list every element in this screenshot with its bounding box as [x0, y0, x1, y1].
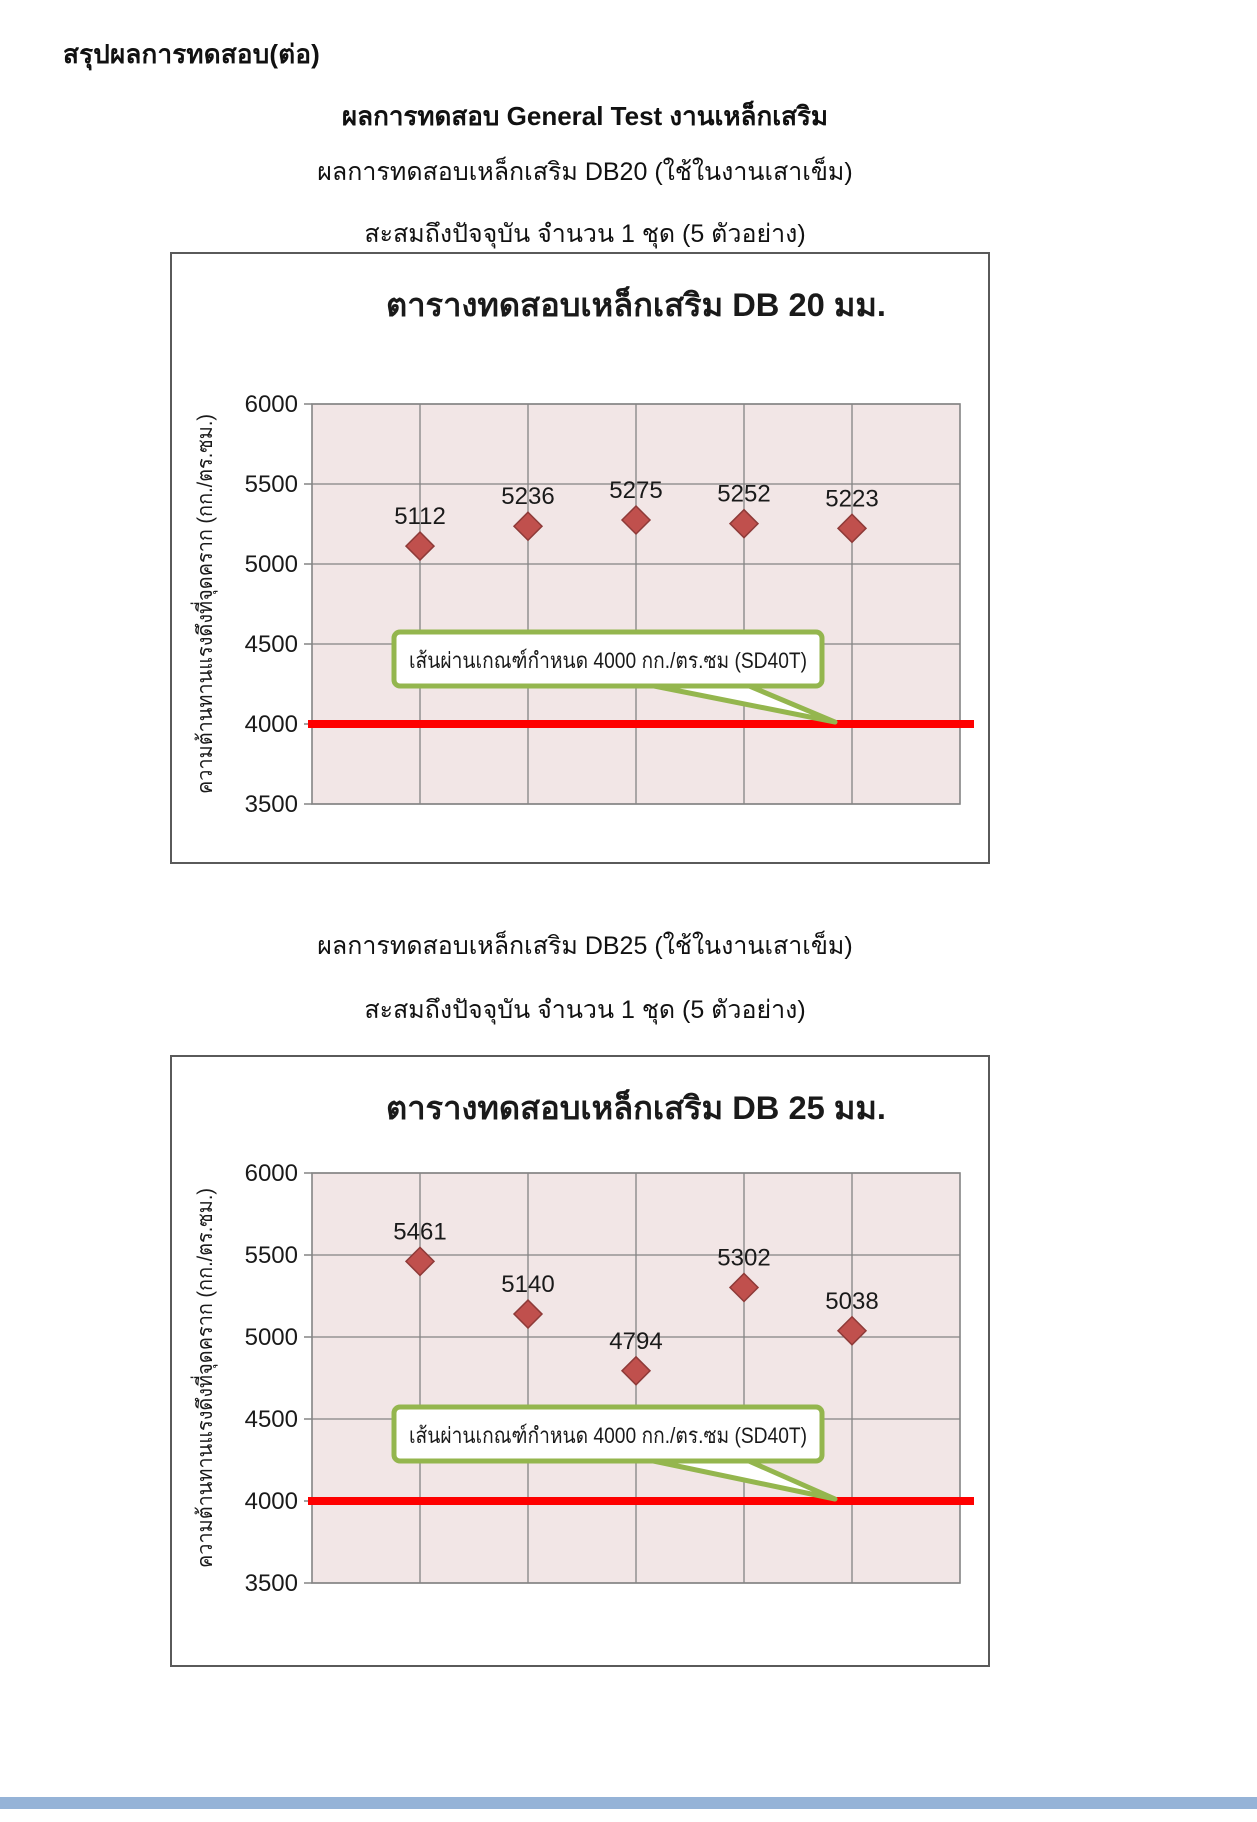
data-point-marker	[404, 531, 436, 562]
main-title: ผลการทดสอบ General Test งานเหล็กเสริม	[341, 101, 829, 131]
data-point-marker	[728, 508, 760, 539]
data-point-label: 5252	[717, 481, 770, 508]
chart-db25-canvas: ตารางทดสอบเหล็กเสริม DB 25 มม. 6000 5500 50…	[190, 1088, 974, 1597]
data-point-label: 5461	[393, 1218, 446, 1245]
data-point-label: 5038	[825, 1288, 878, 1315]
y-tick-label: 5000	[245, 1324, 298, 1351]
section-2-accumulation: สะสมถึงปัจจุบัน จำนวน 1 ชุด (5 ตัวอย่าง)	[364, 996, 806, 1024]
chart-db20-frame: ตารางทดสอบเหล็กเสริม DB 20 มม. 6000 5500 50…	[170, 252, 990, 864]
callout-box	[391, 629, 825, 689]
y-tick-label: 4500	[245, 1406, 298, 1433]
section-1-accumulation: สะสมถึงปัจจุบัน จำนวน 1 ชุด (5 ตัวอย่าง)	[364, 220, 806, 248]
data-point-label: 5112	[394, 503, 446, 530]
bottom-divider-bar	[0, 1797, 1257, 1809]
data-point-marker	[512, 1298, 544, 1330]
y-tick-label: 3500	[245, 791, 298, 818]
callout-tail	[638, 680, 838, 725]
y-tick-label: 5500	[245, 471, 298, 498]
chart-db20-canvas: ตารางทดสอบเหล็กเสริม DB 20 มม. 6000 5500 50…	[190, 285, 974, 818]
y-tick-label: 4500	[245, 631, 298, 658]
chart-title: ตารางทดสอบเหล็กเสริม DB 25 มม.	[386, 1088, 886, 1126]
plot-border	[311, 403, 961, 805]
y-tick-label: 4000	[245, 711, 298, 738]
data-point-label: 5236	[501, 483, 554, 510]
data-point-marker	[728, 1272, 760, 1303]
chart-title: ตารางทดสอบเหล็กเสริม DB 20 มม.	[386, 285, 886, 323]
data-point-label: 5223	[825, 485, 878, 512]
y-tick-label: 4000	[245, 1488, 298, 1515]
page-header: สรุปผลการทดสอบ(ต่อ)	[63, 39, 321, 69]
data-point-marker	[512, 511, 544, 542]
data-point-label: 5302	[717, 1244, 770, 1271]
y-tick-label: 6000	[245, 391, 298, 418]
y-axis-title: ความต้านทานแรงดึงที่จุดคราก (กก./ตร.ซม.)	[190, 1188, 218, 1568]
y-tick-label: 5000	[245, 551, 298, 578]
data-point-marker	[404, 1246, 436, 1277]
callout-text: เส้นผ่านเกณฑ์กำหนด 4000 กก./ตร.ซม (SD40T…	[409, 1423, 807, 1448]
data-point-marker	[620, 504, 652, 536]
section-2-subtitle: ผลการทดสอบเหล็กเสริม DB25 (ใช้ในงานเสาเข…	[317, 932, 853, 960]
data-point-marker	[836, 513, 868, 544]
y-tick-label: 6000	[245, 1160, 298, 1187]
callout-tail	[638, 1455, 838, 1502]
data-point-marker	[620, 1355, 652, 1386]
data-point-label: 5140	[501, 1271, 554, 1298]
plot-border	[311, 1172, 961, 1584]
y-tick-label: 3500	[245, 1570, 298, 1597]
y-tick-label: 5500	[245, 1242, 298, 1269]
data-point-label: 4794	[609, 1328, 662, 1355]
data-point-marker	[836, 1315, 868, 1346]
section-1-subtitle: ผลการทดสอบเหล็กเสริม DB20 (ใช้ในงานเสาเข…	[317, 158, 853, 186]
y-axis-title: ความต้านทานแรงดึงที่จุดคราก (กก./ตร.ซม.)	[190, 414, 218, 794]
data-point-label: 5275	[609, 477, 662, 504]
chart-db25-frame: ตารางทดสอบเหล็กเสริม DB 25 มม. 6000 5500 50…	[170, 1055, 990, 1667]
callout-box	[391, 1404, 825, 1464]
callout-text: เส้นผ่านเกณฑ์กำหนด 4000 กก./ตร.ซม (SD40T…	[409, 648, 807, 673]
